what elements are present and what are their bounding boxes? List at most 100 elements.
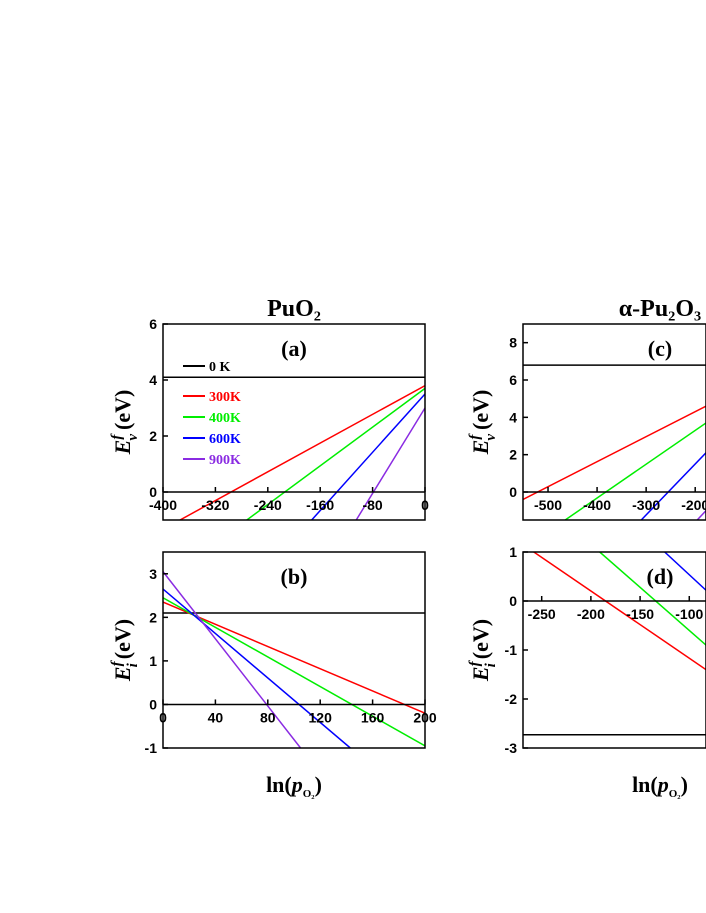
y-label-symbol: E bbox=[468, 666, 493, 682]
series-line bbox=[664, 552, 706, 591]
legend-label: 0 K bbox=[209, 360, 231, 375]
x-axis-label: ln(pO₂) bbox=[632, 772, 688, 800]
y-label-unit: (eV) bbox=[110, 390, 135, 430]
series-line bbox=[163, 601, 425, 714]
x-tick-label: -500 bbox=[534, 497, 562, 513]
x-tick-label: -320 bbox=[201, 497, 229, 513]
y-tick-label: 0 bbox=[149, 484, 157, 500]
series-line bbox=[311, 393, 425, 520]
series-line bbox=[179, 384, 425, 520]
x-tick-label: -150 bbox=[626, 606, 654, 622]
series-line bbox=[355, 407, 425, 520]
y-label-symbol: E bbox=[110, 440, 135, 456]
y-tick-label: -2 bbox=[505, 691, 518, 707]
x-label-var: p bbox=[290, 772, 303, 797]
series-line bbox=[163, 571, 302, 748]
panel-label: (a) bbox=[281, 336, 307, 361]
plot-area bbox=[523, 364, 706, 520]
y-tick-label: 4 bbox=[509, 409, 517, 425]
frame bbox=[162, 551, 426, 749]
y-label-sup: f bbox=[109, 433, 125, 440]
x-label-end: ) bbox=[315, 772, 322, 797]
x-tick-label: -240 bbox=[254, 497, 282, 513]
x-tick-label: -160 bbox=[306, 497, 334, 513]
y-tick-label: 6 bbox=[149, 316, 157, 332]
x-label-var: p bbox=[656, 772, 669, 797]
y-tick-label: 0 bbox=[149, 696, 157, 712]
x-tick-label: -100 bbox=[675, 606, 703, 622]
series-line bbox=[163, 597, 425, 747]
panel-title: α-Pu₂O₃ bbox=[619, 296, 701, 322]
y-tick-label: 6 bbox=[509, 372, 517, 388]
plot-area bbox=[523, 552, 706, 736]
series-line bbox=[599, 552, 706, 646]
y-tick-label: 8 bbox=[509, 335, 517, 351]
x-label-start: ln( bbox=[632, 772, 658, 797]
x-tick-label: 80 bbox=[260, 709, 276, 725]
y-axis-label: Efi (eV) bbox=[467, 619, 499, 682]
series-line bbox=[640, 452, 706, 520]
x-tick-label: -250 bbox=[528, 606, 556, 622]
y-label-sub: i bbox=[483, 662, 499, 667]
x-axis-label: ln(pO₂) bbox=[266, 772, 322, 800]
y-tick-label: -3 bbox=[505, 740, 518, 756]
legend-label: 400K bbox=[209, 411, 241, 426]
y-tick-label: 2 bbox=[149, 609, 157, 625]
series-line bbox=[246, 387, 425, 520]
panel-label: (c) bbox=[648, 336, 672, 361]
x-tick-label: 0 bbox=[159, 709, 167, 725]
x-tick-label: -400 bbox=[149, 497, 177, 513]
y-axis-label: Efv (eV) bbox=[467, 390, 499, 456]
y-label-symbol: E bbox=[110, 666, 135, 682]
y-label-sup: f bbox=[109, 659, 125, 666]
y-tick-label: 4 bbox=[149, 372, 157, 388]
legend-label: 300K bbox=[209, 390, 241, 405]
y-tick-label: 2 bbox=[149, 428, 157, 444]
y-label-sub: i bbox=[125, 662, 141, 667]
x-tick-label: -400 bbox=[583, 497, 611, 513]
x-label-end: ) bbox=[681, 772, 688, 797]
legend-label: 900K bbox=[209, 453, 241, 468]
x-tick-label: 0 bbox=[421, 497, 429, 513]
x-label-start: ln( bbox=[266, 772, 292, 797]
x-tick-label: 120 bbox=[309, 709, 333, 725]
plot-area bbox=[163, 376, 425, 520]
panel-label: (b) bbox=[281, 564, 308, 589]
y-label-sup: f bbox=[467, 433, 483, 440]
y-label-sup: f bbox=[467, 659, 483, 666]
y-tick-label: 0 bbox=[509, 484, 517, 500]
y-label-symbol: E bbox=[468, 440, 493, 456]
y-label-sub: v bbox=[125, 434, 141, 441]
x-label-sub: O₂ bbox=[669, 788, 682, 800]
series-line bbox=[533, 552, 706, 671]
x-tick-label: 200 bbox=[413, 709, 437, 725]
frame bbox=[522, 323, 706, 521]
y-axis-label: Efi (eV) bbox=[109, 619, 141, 682]
legend-label: 600K bbox=[209, 432, 241, 447]
frame bbox=[162, 323, 426, 521]
series-line bbox=[523, 405, 706, 501]
series-line bbox=[696, 510, 706, 520]
y-tick-label: 2 bbox=[509, 447, 517, 463]
plot-area bbox=[163, 571, 425, 748]
x-tick-label: -200 bbox=[681, 497, 706, 513]
x-tick-label: -300 bbox=[632, 497, 660, 513]
x-tick-label: -80 bbox=[362, 497, 382, 513]
x-tick-label: 40 bbox=[208, 709, 224, 725]
x-tick-label: 160 bbox=[361, 709, 385, 725]
y-tick-label: 1 bbox=[509, 544, 517, 560]
panel-label: (d) bbox=[647, 564, 674, 589]
y-tick-label: 0 bbox=[509, 593, 517, 609]
series-line bbox=[163, 588, 351, 748]
y-tick-label: -1 bbox=[145, 740, 158, 756]
y-label-unit: (eV) bbox=[468, 390, 493, 430]
y-axis-label: Efv (eV) bbox=[109, 390, 141, 456]
y-tick-label: 1 bbox=[149, 653, 157, 669]
x-label-sub: O₂ bbox=[303, 788, 316, 800]
panel-title: PuO₂ bbox=[267, 296, 321, 322]
y-tick-label: -1 bbox=[505, 642, 518, 658]
y-label-unit: (eV) bbox=[110, 619, 135, 659]
x-tick-label: -200 bbox=[577, 606, 605, 622]
y-label-unit: (eV) bbox=[468, 619, 493, 659]
